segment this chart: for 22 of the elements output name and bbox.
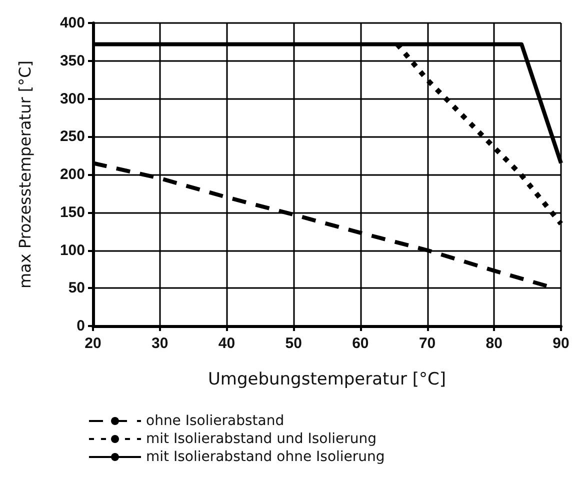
y-tick-label: 200 <box>60 166 85 183</box>
y-axis-title: max Prozesstemperatur [°C] <box>16 60 34 289</box>
x-tick-label: 40 <box>218 335 236 352</box>
x-tick-label: 30 <box>152 335 168 352</box>
y-tick-label: 300 <box>60 90 85 108</box>
y-tick-label: 150 <box>60 204 85 221</box>
legend-label: ohne Isolierabstand <box>146 413 284 429</box>
x-tick-label: 90 <box>552 335 570 352</box>
y-tick-label: 250 <box>60 128 85 146</box>
x-axis-title: Umgebungstemperatur [°C] <box>208 370 446 390</box>
x-tick-label: 20 <box>84 335 102 352</box>
y-tick-label: 350 <box>60 52 85 70</box>
y-tick-label: 100 <box>60 242 85 259</box>
y-tick-label: 50 <box>68 280 85 297</box>
x-tick-label: 70 <box>418 335 436 352</box>
y-tick-label: 400 <box>60 14 85 32</box>
x-tick-label: 80 <box>486 335 502 352</box>
legend-label: mit Isolierabstand und Isolierung <box>146 431 376 447</box>
y-tick-label: 0 <box>76 318 85 334</box>
x-tick-label: 60 <box>352 335 369 352</box>
x-tick-label: 50 <box>285 335 302 352</box>
legend-label: mit Isolierabstand ohne Isolierung <box>146 449 385 465</box>
